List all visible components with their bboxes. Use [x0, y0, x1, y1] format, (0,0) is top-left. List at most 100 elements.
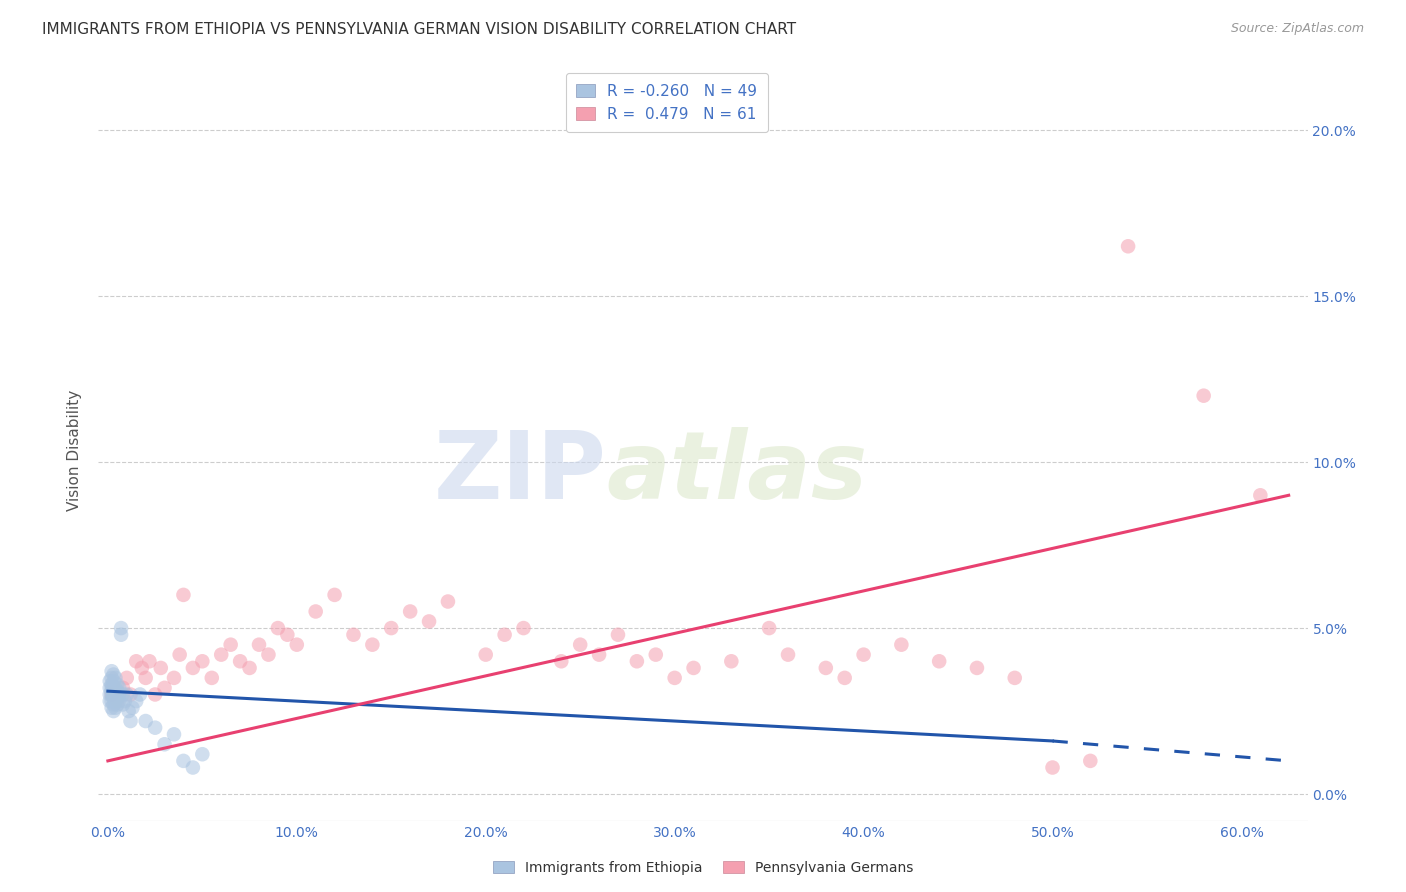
Point — [100, 665, 122, 679]
Point — [814, 661, 837, 675]
Point — [219, 638, 242, 652]
Point — [100, 688, 122, 702]
Point — [104, 688, 127, 702]
Point — [418, 615, 440, 629]
Point — [98, 688, 121, 702]
Point — [108, 694, 131, 708]
Point — [108, 688, 131, 702]
Point — [776, 648, 799, 662]
Point — [110, 621, 132, 635]
Point — [120, 714, 142, 728]
Point — [247, 638, 270, 652]
Point — [135, 671, 157, 685]
Point — [143, 688, 166, 702]
Point — [1078, 754, 1101, 768]
Point — [644, 648, 666, 662]
Text: Source: ZipAtlas.com: Source: ZipAtlas.com — [1230, 22, 1364, 36]
Point — [100, 688, 122, 702]
Point — [720, 654, 742, 668]
Point — [103, 667, 125, 681]
Point — [118, 704, 141, 718]
Point — [153, 681, 176, 695]
Point — [100, 694, 122, 708]
Point — [163, 727, 186, 741]
Text: IMMIGRANTS FROM ETHIOPIA VS PENNSYLVANIA GERMAN VISION DISABILITY CORRELATION CH: IMMIGRANTS FROM ETHIOPIA VS PENNSYLVANIA… — [42, 22, 796, 37]
Point — [111, 681, 134, 695]
Point — [110, 628, 132, 642]
Point — [105, 690, 128, 705]
Point — [172, 754, 194, 768]
Point — [169, 648, 191, 662]
Point — [129, 688, 152, 702]
Point — [98, 694, 121, 708]
Point — [966, 661, 988, 675]
Point — [98, 674, 121, 689]
Point — [104, 681, 127, 695]
Point — [108, 681, 131, 695]
Point — [172, 588, 194, 602]
Point — [181, 760, 204, 774]
Point — [163, 671, 186, 685]
Text: ZIP: ZIP — [433, 426, 606, 518]
Y-axis label: Vision Disability: Vision Disability — [67, 390, 83, 511]
Point — [607, 628, 630, 642]
Point — [104, 694, 127, 708]
Point — [437, 594, 460, 608]
Point — [100, 681, 122, 695]
Point — [125, 694, 148, 708]
Point — [115, 671, 138, 685]
Point — [143, 721, 166, 735]
Point — [1116, 239, 1139, 253]
Point — [834, 671, 856, 685]
Point — [103, 688, 125, 702]
Point — [125, 654, 148, 668]
Legend: Immigrants from Ethiopia, Pennsylvania Germans: Immigrants from Ethiopia, Pennsylvania G… — [486, 855, 920, 880]
Point — [114, 694, 136, 708]
Point — [103, 698, 125, 712]
Point — [342, 628, 364, 642]
Point — [229, 654, 252, 668]
Point — [121, 700, 143, 714]
Point — [664, 671, 686, 685]
Point — [399, 605, 422, 619]
Point — [380, 621, 402, 635]
Point — [105, 698, 128, 712]
Point — [257, 648, 280, 662]
Point — [276, 628, 298, 642]
Point — [305, 605, 328, 619]
Point — [105, 694, 128, 708]
Point — [209, 648, 232, 662]
Point — [111, 688, 134, 702]
Point — [323, 588, 346, 602]
Point — [494, 628, 516, 642]
Point — [100, 677, 122, 691]
Point — [1192, 389, 1215, 403]
Point — [191, 747, 214, 762]
Point — [267, 621, 290, 635]
Point — [201, 671, 224, 685]
Point — [120, 688, 142, 702]
Point — [135, 714, 157, 728]
Point — [100, 671, 122, 685]
Point — [852, 648, 875, 662]
Point — [100, 700, 122, 714]
Point — [191, 654, 214, 668]
Point — [104, 671, 127, 685]
Point — [928, 654, 950, 668]
Point — [98, 681, 121, 695]
Point — [104, 700, 127, 714]
Point — [105, 684, 128, 698]
Point — [569, 638, 592, 652]
Point — [626, 654, 648, 668]
Point — [103, 674, 125, 689]
Point — [512, 621, 534, 635]
Point — [890, 638, 912, 652]
Point — [103, 681, 125, 695]
Point — [103, 690, 125, 705]
Point — [361, 638, 384, 652]
Point — [758, 621, 780, 635]
Point — [111, 698, 134, 712]
Point — [131, 661, 153, 675]
Point — [1004, 671, 1026, 685]
Point — [105, 677, 128, 691]
